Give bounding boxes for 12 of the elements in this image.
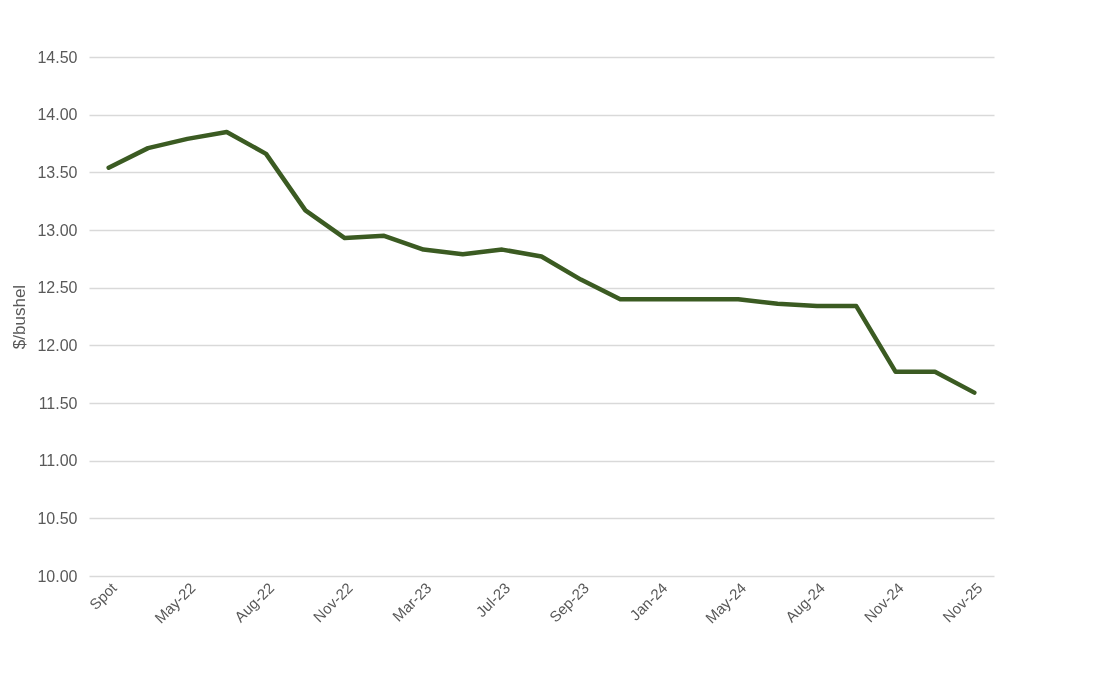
- y-tick-label: 14.50: [37, 48, 78, 66]
- y-tick-label: 12.00: [37, 336, 78, 354]
- y-tick-label: 12.50: [37, 279, 78, 297]
- y-axis-title: $/bushel: [10, 284, 30, 350]
- y-tick-label: 10.00: [37, 567, 78, 585]
- y-tick-label: 11.50: [38, 394, 78, 412]
- y-tick-label: 13.00: [37, 221, 78, 239]
- y-tick-label: 13.50: [37, 163, 78, 181]
- y-tick-label: 10.50: [37, 509, 78, 527]
- y-tick-label: 11.00: [38, 452, 78, 470]
- y-tick-label: 14.00: [37, 106, 78, 124]
- line-series: [106, 129, 977, 395]
